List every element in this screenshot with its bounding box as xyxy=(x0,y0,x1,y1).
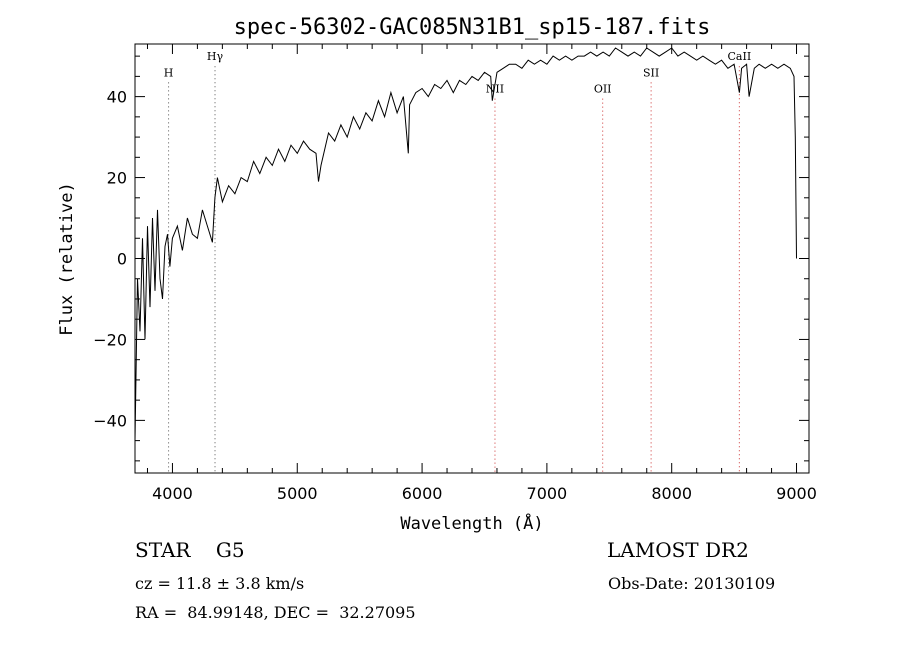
spectral-line-label: OII xyxy=(594,83,612,96)
y-axis-label: Flux (relative) xyxy=(57,182,77,336)
x-tick-label: 8000 xyxy=(651,484,692,503)
plot-frame xyxy=(134,43,810,474)
y-tick-label: 20 xyxy=(107,169,127,188)
spectral-line-markers: H Hγ NII OII SII CaII xyxy=(164,50,751,473)
y-tick-label: 0 xyxy=(117,250,127,269)
redshift-readout: cz = 11.8 ± 3.8 km/s xyxy=(135,574,305,593)
y-tick-label: −20 xyxy=(93,330,127,349)
spectral-line-label: NII xyxy=(486,83,504,96)
spectral-line-label: CaII xyxy=(728,50,752,63)
y-tick-label: 40 xyxy=(107,88,127,107)
observation-date: Obs-Date: 20130109 xyxy=(608,574,776,593)
object-class: STAR G5 xyxy=(135,538,245,562)
chart-title: spec-56302-GAC085N31B1_sp15-187.fits xyxy=(234,15,711,40)
y-tick-label: −40 xyxy=(93,411,127,430)
spectrum-line xyxy=(134,47,797,441)
x-tick-label: 7000 xyxy=(527,484,568,503)
x-tick-label: 4000 xyxy=(152,484,193,503)
x-tick-label: 9000 xyxy=(776,484,817,503)
x-tick-label: 6000 xyxy=(402,484,443,503)
survey-name: LAMOST DR2 xyxy=(607,538,749,562)
spectral-line-label: Hγ xyxy=(207,50,224,63)
spectral-line-label: SII xyxy=(643,66,659,79)
coordinates-readout: RA = 84.99148, DEC = 32.27095 xyxy=(135,603,416,622)
axis-ticks: 4000 5000 6000 7000 8000 9000 −40 −20 0 20 40 xyxy=(93,44,817,503)
spectral-line-label: H xyxy=(164,66,174,79)
x-tick-label: 5000 xyxy=(277,484,318,503)
x-axis-label: Wavelength (Å) xyxy=(400,512,543,534)
